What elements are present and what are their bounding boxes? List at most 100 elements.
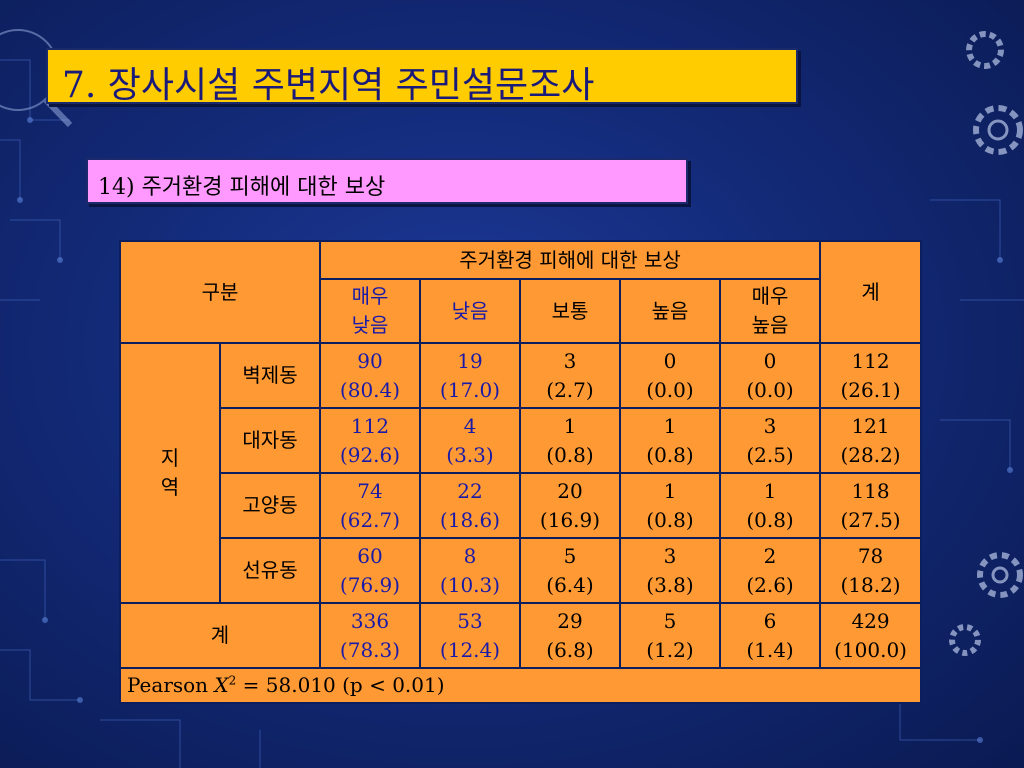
col-header-line: 높음 <box>751 313 789 337</box>
data-cell: 0 (0.0) <box>619 342 721 409</box>
data-cell: 6 (1.4) <box>718 602 822 669</box>
cell-count: 1 <box>763 478 777 503</box>
cell-count: 3 <box>763 413 777 438</box>
cell-count: 5 <box>563 543 577 568</box>
cell-count: 429 <box>851 608 890 633</box>
cell-count: 0 <box>663 348 677 373</box>
cell-percent: (92.6) <box>339 442 401 467</box>
cell-count: 78 <box>857 543 884 568</box>
cell-percent: (2.5) <box>746 442 794 467</box>
row-label: 벽제동 <box>219 342 321 409</box>
data-cell: 90 (80.4) <box>319 342 421 409</box>
total-row-label: 계 <box>119 602 321 669</box>
cell-percent: (78.3) <box>339 637 401 662</box>
data-cell: 3 (3.8) <box>619 537 721 604</box>
region-label-line: 지 <box>160 446 180 470</box>
cell-count: 3 <box>563 348 577 373</box>
cell-percent: (0.0) <box>646 377 694 402</box>
col-header-very-high: 매우 높음 <box>718 278 822 344</box>
cell-percent: (0.8) <box>746 507 794 532</box>
cell-percent: (1.4) <box>746 637 794 662</box>
corner-header: 구분 <box>119 240 321 344</box>
data-cell: 1 (0.8) <box>718 472 822 539</box>
cell-count: 4 <box>463 413 477 438</box>
data-cell: 1 (0.8) <box>619 472 721 539</box>
stat-prefix: Pearson <box>127 673 215 697</box>
cell-count: 1 <box>563 413 577 438</box>
cell-count: 1 <box>663 478 677 503</box>
row-label: 고양동 <box>219 472 321 539</box>
data-cell: 5 (1.2) <box>619 602 721 669</box>
cell-count: 53 <box>457 608 483 633</box>
col-header-high: 높음 <box>619 278 721 344</box>
total-row: 계 336 (78.3) 53 (12.4) 29 (6.8) 5 (1.2) 6 (1.4) 42… <box>119 602 923 669</box>
cell-percent: (0.8) <box>546 442 594 467</box>
table-row: 지 역 벽제동 90 (80.4) 19 (17.0) 3 (2.7) 0 (0.0) 0 (0.0) 1… <box>119 342 923 604</box>
cell-percent: (28.2) <box>840 442 901 467</box>
table-body: 지 역 벽제동 90 (80.4) 19 (17.0) 3 (2.7) 0 (0.0) 0 (0.0) 1… <box>119 342 923 604</box>
cell-percent: (0.0) <box>746 377 794 402</box>
data-cell: 2 (2.6) <box>718 537 822 604</box>
cell-count: 0 <box>763 348 777 373</box>
region-label-line: 역 <box>160 475 180 499</box>
cell-count: 112 <box>851 348 890 373</box>
data-cell: 0 (0.0) <box>718 342 822 409</box>
cell-percent: (76.9) <box>339 572 401 597</box>
title-bar: 7. 장사시설 주변지역 주민설문조사 <box>46 48 798 106</box>
data-cell: 29 (6.8) <box>519 602 621 669</box>
cell-percent: (12.4) <box>439 637 501 662</box>
cell-percent: (1.2) <box>646 637 694 662</box>
cell-count: 3 <box>663 543 677 568</box>
data-cell: 3 (2.7) <box>519 342 621 409</box>
cell-percent: (18.2) <box>840 572 901 597</box>
table-row: 고양동 74 (62.7) 22 (18.6) 20 (16.9) 1 (0.8) 1 (0.8) 1… <box>120 472 923 539</box>
stat-symbol: X <box>214 673 229 697</box>
stat-row: Pearson X2 = 58.010 (p < 0.01) <box>118 667 923 704</box>
section-subtitle: 14) 주거환경 피해에 대한 보상 <box>98 175 386 200</box>
data-cell: 4 (3.3) <box>419 407 521 474</box>
group-header: 주거환경 피해에 대한 보상 <box>318 240 822 280</box>
cell-count: 29 <box>557 608 583 633</box>
cell-count: 5 <box>663 608 677 633</box>
cell-percent: (26.1) <box>840 377 901 402</box>
gear-icon <box>949 31 1023 656</box>
cell-count: 112 <box>350 413 390 438</box>
cell-percent: (3.3) <box>446 442 494 467</box>
cell-percent: (16.9) <box>539 507 601 532</box>
cell-percent: (27.5) <box>840 507 901 532</box>
data-cell: 3 (2.5) <box>718 407 822 474</box>
data-cell: 1 (0.8) <box>619 407 721 474</box>
cell-count: 22 <box>457 478 483 503</box>
data-cell: 429 (100.0) <box>819 602 923 669</box>
data-cell: 78 (18.2) <box>819 537 923 604</box>
cell-count: 90 <box>357 348 383 373</box>
cell-count: 20 <box>557 478 583 503</box>
cell-percent: (6.8) <box>546 637 594 662</box>
col-header-very-low: 매우 낮음 <box>319 278 421 344</box>
data-cell: 60 (76.9) <box>319 537 421 604</box>
data-cell: 53 (12.4) <box>419 602 521 669</box>
cell-percent: (2.7) <box>546 377 594 402</box>
row-label: 선유동 <box>219 537 321 604</box>
data-cell: 118 (27.5) <box>819 472 923 539</box>
data-cell: 5 (6.4) <box>519 537 621 604</box>
cell-percent: (17.0) <box>439 377 501 402</box>
col-header-normal: 보통 <box>519 278 621 344</box>
cell-count: 60 <box>357 543 383 568</box>
stat-superscript: 2 <box>228 673 237 688</box>
data-cell: 22 (18.6) <box>419 472 521 539</box>
cell-count: 8 <box>463 543 477 568</box>
stat-value: = 58.010 (p < 0.01) <box>236 673 445 697</box>
data-cell: 19 (17.0) <box>419 342 521 409</box>
data-cell: 20 (16.9) <box>519 472 621 539</box>
data-cell: 121 (28.2) <box>819 407 923 474</box>
data-cell: 8 (10.3) <box>419 537 521 604</box>
table-row: 선유동 60 (76.9) 8 (10.3) 5 (6.4) 3 (3.8) 2 (2.6) 78 (1… <box>120 537 923 604</box>
data-cell: 1 (0.8) <box>519 407 621 474</box>
total-header: 계 <box>819 240 923 344</box>
cell-count: 118 <box>851 478 890 503</box>
cell-count: 74 <box>357 478 383 503</box>
cell-percent: (18.6) <box>439 507 501 532</box>
